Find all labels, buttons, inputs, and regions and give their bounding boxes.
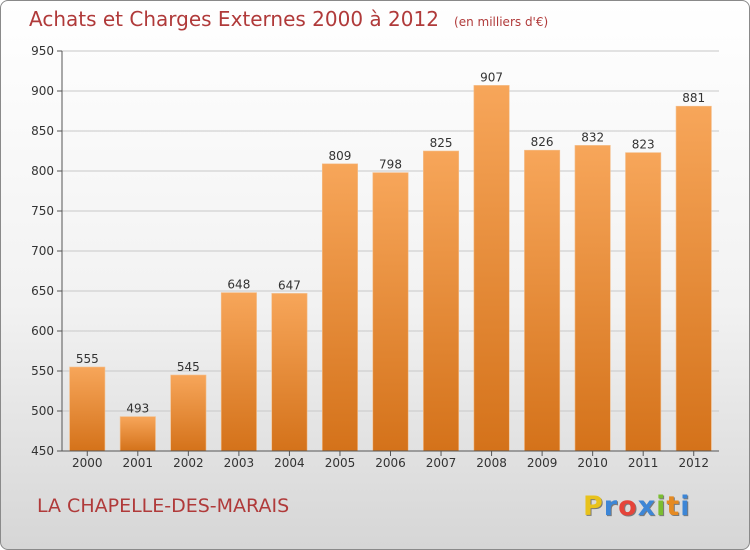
y-tick-label: 550: [31, 364, 54, 378]
bar-value-label: 647: [278, 278, 301, 292]
x-tick-label: 2003: [224, 456, 255, 470]
bar: [119, 416, 156, 452]
y-tick-label: 700: [31, 244, 54, 258]
y-tick-label: 450: [31, 444, 54, 458]
axes: [57, 50, 719, 456]
bar: [321, 163, 358, 452]
proxiti-logo: Proxiti: [583, 491, 691, 522]
bar: [625, 152, 662, 452]
y-tick-label: 600: [31, 324, 54, 338]
bar: [423, 150, 460, 452]
logo-letter: r: [603, 491, 619, 522]
logo-letter: i: [656, 491, 667, 522]
bar-value-label: 907: [480, 70, 503, 84]
chart-title: Achats et Charges Externes 2000 à 2012: [29, 7, 439, 31]
bar: [675, 105, 712, 452]
x-tick-label: 2005: [325, 456, 356, 470]
logo-letter: x: [637, 491, 657, 522]
bars: [69, 85, 712, 452]
x-tick-label: 2007: [426, 456, 457, 470]
bar: [220, 292, 257, 452]
x-tick-label: 2012: [678, 456, 709, 470]
bar: [473, 85, 510, 452]
logo-letter: i: [680, 491, 691, 522]
title-row: Achats et Charges Externes 2000 à 2012 (…: [29, 7, 548, 31]
y-tick-label: 950: [31, 44, 54, 58]
y-tick-label: 650: [31, 284, 54, 298]
bar: [372, 172, 409, 452]
x-tick-label: 2001: [123, 456, 154, 470]
commune-name: LA CHAPELLE-DES-MARAIS: [37, 495, 290, 517]
bar: [170, 374, 207, 452]
x-tick-label: 2006: [375, 456, 406, 470]
bar: [69, 366, 106, 452]
y-tick-label: 900: [31, 84, 54, 98]
bar: [574, 145, 611, 452]
bar-value-label: 832: [581, 130, 604, 144]
bar-value-label: 798: [379, 158, 402, 172]
chart-unit: (en milliers d'€): [454, 15, 549, 29]
y-tick-label: 500: [31, 404, 54, 418]
x-tick-label: 2008: [476, 456, 507, 470]
bar-value-label: 493: [126, 402, 149, 416]
bar-value-label: 545: [177, 360, 200, 374]
logo-letter: t: [666, 491, 681, 522]
x-tick-label: 2010: [577, 456, 608, 470]
x-tick-label: 2000: [72, 456, 103, 470]
bar-value-label: 825: [430, 136, 453, 150]
bar-value-label: 555: [76, 352, 99, 366]
x-tick-label: 2011: [628, 456, 659, 470]
y-tick-label: 800: [31, 164, 54, 178]
bar: [524, 149, 561, 452]
logo-letter: P: [583, 491, 604, 522]
bar-value-label: 648: [227, 278, 250, 292]
bar-value-label: 809: [329, 149, 352, 163]
labels: 450 500 550 600 650 700 750 800 850 900 950 555 2000…: [31, 44, 709, 470]
x-tick-label: 2002: [173, 456, 204, 470]
bar: [271, 293, 308, 452]
x-tick-label: 2009: [527, 456, 558, 470]
logo-letter: o: [618, 491, 638, 522]
y-tick-label: 750: [31, 204, 54, 218]
bar-value-label: 823: [632, 138, 655, 152]
y-tick-label: 850: [31, 124, 54, 138]
bar-value-label: 826: [531, 135, 554, 149]
bar-value-label: 881: [682, 91, 705, 105]
x-tick-label: 2004: [274, 456, 305, 470]
